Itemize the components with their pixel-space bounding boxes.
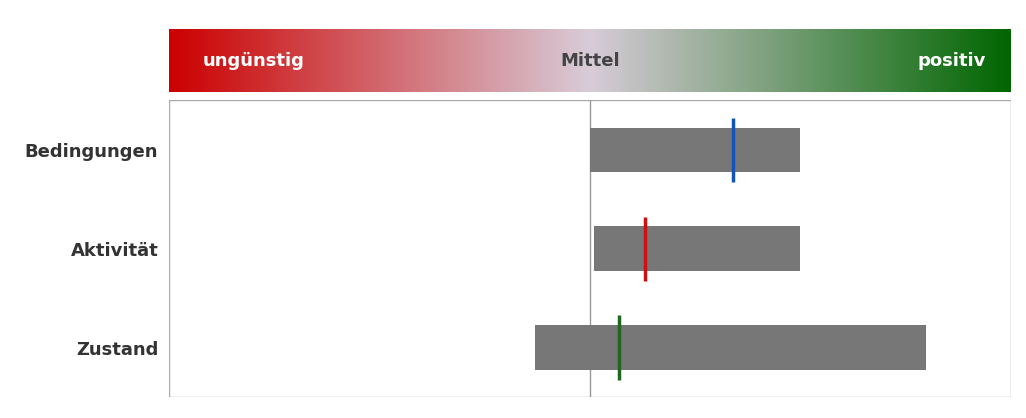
Text: Mittel: Mittel xyxy=(560,51,620,70)
Text: ungünstig: ungünstig xyxy=(202,51,305,70)
Bar xyxy=(590,127,800,172)
Text: positiv: positiv xyxy=(917,51,986,70)
Bar xyxy=(536,325,926,370)
Bar xyxy=(594,227,800,271)
